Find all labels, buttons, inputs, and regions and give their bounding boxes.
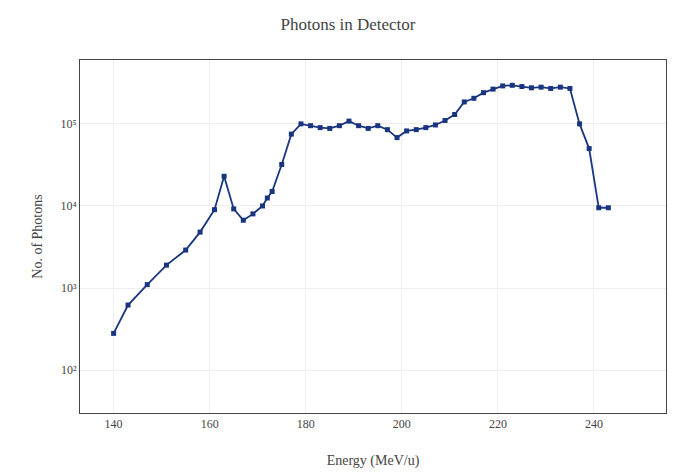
svg-text:160: 160 bbox=[201, 417, 219, 431]
svg-text:10⁴: 10⁴ bbox=[60, 199, 76, 213]
svg-text:200: 200 bbox=[393, 417, 411, 431]
svg-text:220: 220 bbox=[489, 417, 507, 431]
svg-text:240: 240 bbox=[585, 417, 603, 431]
svg-text:10⁵: 10⁵ bbox=[60, 117, 76, 131]
svg-text:No. of Photons: No. of Photons bbox=[30, 194, 45, 278]
svg-text:Photons in Detector: Photons in Detector bbox=[280, 15, 415, 34]
svg-text:10²: 10² bbox=[61, 363, 77, 377]
svg-text:180: 180 bbox=[297, 417, 315, 431]
svg-text:10³: 10³ bbox=[61, 281, 77, 295]
svg-text:Energy (MeV/u): Energy (MeV/u) bbox=[327, 453, 420, 469]
svg-text:140: 140 bbox=[105, 417, 123, 431]
